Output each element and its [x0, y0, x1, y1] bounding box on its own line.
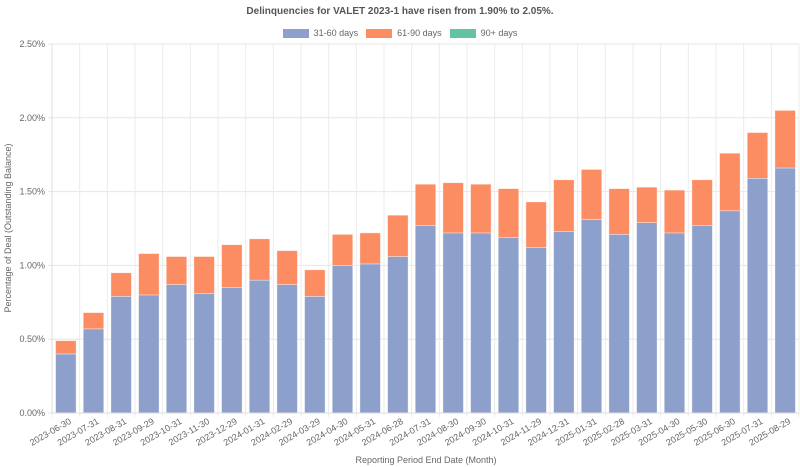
legend-swatch-61-90-days [366, 28, 393, 38]
legend-item-61-90-days[interactable]: 61-90 days [366, 28, 442, 38]
bar-segment-31-60-days-2023-06-30[interactable] [55, 353, 77, 414]
bar-segment-61-90-days-2023-07-31[interactable] [82, 312, 105, 330]
legend-label-31-60-days: 31-60 days [313, 28, 359, 38]
bar-segment-31-60-days-2024-08-30[interactable] [442, 232, 464, 414]
bar-segment-61-90-days-2024-06-28[interactable] [387, 214, 409, 257]
bar-segment-61-90-days-2024-10-31[interactable] [497, 188, 520, 238]
bar-segment-61-90-days-2025-01-31[interactable] [580, 169, 603, 220]
bar-segment-31-60-days-2024-02-29[interactable] [276, 284, 298, 414]
bar-segment-31-60-days-2024-04-30[interactable] [331, 265, 354, 414]
bar-segment-61-90-days-2025-03-31[interactable] [636, 186, 658, 223]
bar-segment-61-90-days-2025-02-28[interactable] [608, 188, 630, 235]
bar-layer [55, 110, 796, 414]
x-axis-label: Reporting Period End Date (Month) [355, 455, 496, 465]
bar-segment-31-60-days-2024-11-29[interactable] [525, 247, 547, 414]
bar-segment-61-90-days-2025-06-30[interactable] [719, 152, 741, 212]
bar-segment-61-90-days-2024-08-30[interactable] [442, 182, 464, 234]
bar-segment-61-90-days-2025-08-29[interactable] [774, 110, 796, 169]
bar-segment-31-60-days-2024-06-28[interactable] [387, 256, 409, 414]
bar-segment-61-90-days-2023-11-30[interactable] [193, 256, 215, 294]
y-tick-label: 1.00% [19, 260, 45, 270]
bar-segment-61-90-days-2025-05-30[interactable] [691, 179, 713, 226]
bar-segment-31-60-days-2025-06-30[interactable] [719, 210, 741, 414]
bar-segment-31-60-days-2025-08-29[interactable] [774, 167, 796, 414]
y-tick-label: 2.50% [19, 39, 45, 49]
legend-swatch-90-plus-days [449, 28, 476, 38]
bar-segment-31-60-days-2024-05-31[interactable] [359, 263, 381, 414]
bar-segment-31-60-days-2025-05-30[interactable] [691, 225, 713, 414]
y-axis-label: Percentage of Deal (Outstanding Balance) [3, 143, 13, 312]
bar-segment-61-90-days-2025-07-31[interactable] [746, 132, 769, 179]
bar-segment-31-60-days-2024-01-31[interactable] [248, 279, 271, 414]
bar-segment-31-60-days-2024-03-29[interactable] [304, 296, 326, 414]
bar-segment-61-90-days-2024-11-29[interactable] [525, 201, 547, 248]
bar-segment-61-90-days-2023-10-31[interactable] [165, 256, 188, 285]
chart-title: Delinquencies for VALET 2023-1 have rise… [246, 6, 554, 17]
bar-segment-31-60-days-2024-07-31[interactable] [414, 225, 437, 414]
bar-segment-31-60-days-2023-08-31[interactable] [110, 296, 132, 414]
bar-segment-31-60-days-2025-04-30[interactable] [663, 232, 686, 414]
legend-item-31-60-days[interactable]: 31-60 days [282, 28, 359, 38]
bar-segment-61-90-days-2025-04-30[interactable] [663, 189, 686, 234]
bar-segment-31-60-days-2025-07-31[interactable] [746, 178, 769, 414]
bar-segment-61-90-days-2024-12-31[interactable] [553, 179, 575, 232]
legend-item-90-plus-days[interactable]: 90+ days [449, 28, 518, 38]
bar-segment-61-90-days-2023-12-29[interactable] [221, 244, 243, 288]
y-tick-label: 0.50% [19, 334, 45, 344]
bar-segment-61-90-days-2024-01-31[interactable] [248, 238, 271, 281]
legend-label-90-plus-days: 90+ days [480, 28, 518, 38]
bar-segment-61-90-days-2023-08-31[interactable] [110, 272, 132, 297]
bar-segment-61-90-days-2024-05-31[interactable] [359, 232, 381, 265]
bar-segment-61-90-days-2023-09-29[interactable] [138, 253, 160, 296]
bar-segment-31-60-days-2024-09-30[interactable] [470, 232, 492, 414]
bar-segment-31-60-days-2024-12-31[interactable] [553, 231, 575, 414]
bar-segment-31-60-days-2025-01-31[interactable] [580, 219, 603, 414]
legend-swatch-31-60-days [282, 28, 309, 38]
bar-segment-61-90-days-2023-06-30[interactable] [55, 340, 77, 355]
y-tick-label: 0.00% [19, 408, 45, 418]
y-tick-label: 2.00% [19, 113, 45, 123]
bar-segment-31-60-days-2023-11-30[interactable] [193, 293, 215, 414]
y-tick-label: 1.50% [19, 187, 45, 197]
bar-segment-31-60-days-2023-07-31[interactable] [82, 328, 105, 414]
bar-segment-61-90-days-2024-04-30[interactable] [331, 234, 354, 266]
bar-segment-31-60-days-2023-10-31[interactable] [165, 284, 188, 414]
legend: 31-60 days 61-90 days 90+ days [0, 28, 800, 38]
bar-segment-61-90-days-2024-09-30[interactable] [470, 183, 492, 234]
bar-segment-31-60-days-2025-03-31[interactable] [636, 222, 658, 414]
bar-segment-61-90-days-2024-02-29[interactable] [276, 250, 298, 285]
bar-segment-31-60-days-2023-09-29[interactable] [138, 294, 160, 414]
bar-segment-31-60-days-2025-02-28[interactable] [608, 234, 630, 414]
bar-segment-61-90-days-2024-03-29[interactable] [304, 269, 326, 297]
bar-segment-61-90-days-2024-07-31[interactable] [414, 183, 437, 226]
bar-segment-31-60-days-2023-12-29[interactable] [221, 287, 243, 414]
bar-segment-31-60-days-2024-10-31[interactable] [497, 237, 520, 414]
legend-label-61-90-days: 61-90 days [397, 28, 442, 38]
